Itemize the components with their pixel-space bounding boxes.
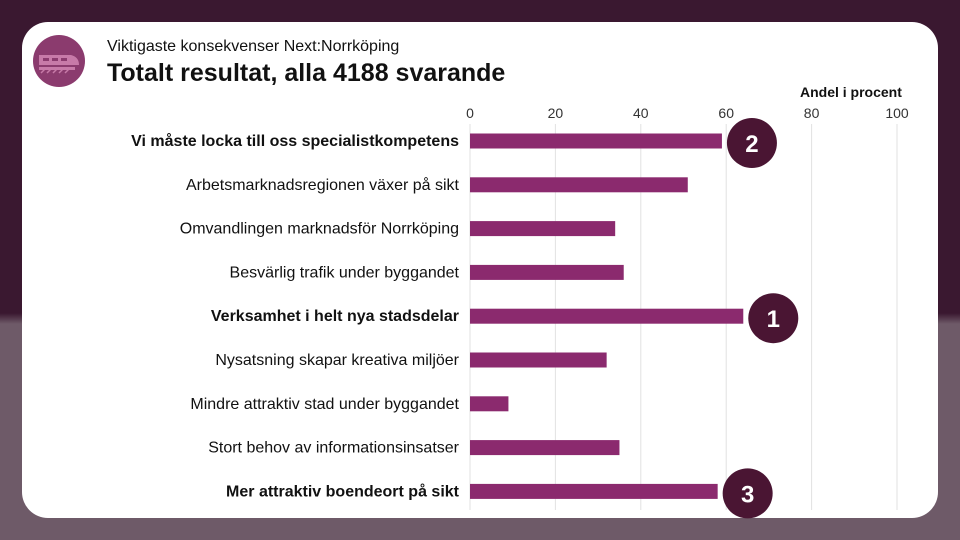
bar <box>470 308 744 324</box>
logo <box>33 35 85 87</box>
bar <box>470 221 616 237</box>
x-axis-title: Andel i procent <box>800 84 902 100</box>
x-tick-label: 40 <box>633 105 649 121</box>
bar <box>470 177 688 193</box>
bar <box>470 440 620 456</box>
slide-title: Totalt resultat, alla 4188 svarande <box>107 59 506 87</box>
category-label: Besvärlig trafik under byggandet <box>230 264 460 281</box>
category-label: Nysatsning skapar kreativa miljöer <box>215 352 459 369</box>
x-tick-label: 80 <box>804 105 820 121</box>
category-label: Arbetsmarknadsregionen växer på sikt <box>186 176 460 194</box>
rank-badge <box>722 468 773 519</box>
bar <box>470 396 509 412</box>
category-label: Verksamhet i helt nya stadsdelar <box>211 308 459 325</box>
rank-badge-label: 1 <box>767 306 780 333</box>
x-tick-label: 60 <box>718 105 734 121</box>
bar <box>470 483 718 499</box>
rank-badge-label: 2 <box>745 131 758 158</box>
category-label: Mindre attraktiv stad under byggandet <box>190 396 459 413</box>
x-tick-label: 100 <box>885 105 909 121</box>
rank-badge <box>726 118 777 168</box>
bar <box>470 352 607 368</box>
x-tick-label: 0 <box>466 105 474 121</box>
x-tick-label: 20 <box>548 105 564 121</box>
bar <box>470 264 624 280</box>
rank-badge <box>748 293 799 344</box>
category-label: Stort behov av informationsinsatser <box>208 440 459 457</box>
slide-subtitle: Viktigaste konsekvenser Next:Norrköping <box>107 38 400 55</box>
category-label: Mer attraktiv boendeort på sikt <box>226 482 460 500</box>
bar <box>470 133 722 149</box>
train-logo-icon <box>39 55 79 74</box>
rank-badge-label: 3 <box>741 481 754 508</box>
category-label: Omvandlingen marknadsför Norrköping <box>180 221 459 238</box>
category-label: Vi måste locka till oss specialistkompet… <box>131 132 459 150</box>
